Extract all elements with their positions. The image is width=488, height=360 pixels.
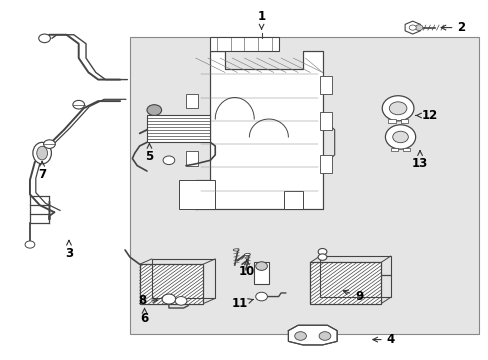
Text: 13: 13 xyxy=(411,151,427,170)
Bar xyxy=(400,119,407,123)
Bar xyxy=(403,148,409,151)
Ellipse shape xyxy=(33,142,51,164)
Text: 9: 9 xyxy=(343,290,363,303)
Text: 5: 5 xyxy=(145,144,153,163)
Bar xyxy=(320,256,390,297)
Circle shape xyxy=(73,100,84,109)
Circle shape xyxy=(147,105,161,116)
Bar xyxy=(140,264,203,304)
Circle shape xyxy=(414,25,422,31)
Circle shape xyxy=(25,241,35,248)
Circle shape xyxy=(408,25,415,30)
Bar xyxy=(310,262,380,304)
Bar xyxy=(320,112,331,130)
Text: 11: 11 xyxy=(231,297,253,310)
Text: 3: 3 xyxy=(65,240,73,260)
Text: 1: 1 xyxy=(257,10,265,29)
Circle shape xyxy=(319,332,330,340)
Ellipse shape xyxy=(244,253,250,256)
Polygon shape xyxy=(195,51,322,209)
Text: 2: 2 xyxy=(440,21,465,34)
Polygon shape xyxy=(288,325,336,345)
Circle shape xyxy=(318,248,326,255)
Bar xyxy=(178,180,215,209)
Text: 6: 6 xyxy=(140,309,148,325)
Circle shape xyxy=(39,34,50,42)
Text: 8: 8 xyxy=(138,294,157,307)
Circle shape xyxy=(175,297,186,305)
Bar xyxy=(130,37,478,334)
Circle shape xyxy=(43,140,55,148)
Polygon shape xyxy=(404,21,420,34)
Text: 7: 7 xyxy=(38,162,46,181)
Circle shape xyxy=(162,294,175,304)
Circle shape xyxy=(255,262,267,270)
Circle shape xyxy=(255,292,267,301)
Circle shape xyxy=(163,156,174,165)
Text: 10: 10 xyxy=(238,259,255,278)
Text: 12: 12 xyxy=(415,109,437,122)
Bar xyxy=(185,94,198,108)
Circle shape xyxy=(388,102,406,115)
Bar xyxy=(185,151,198,166)
Bar xyxy=(387,119,395,123)
Ellipse shape xyxy=(37,146,47,160)
Bar xyxy=(390,148,397,151)
Bar xyxy=(320,76,331,94)
Bar xyxy=(210,37,278,51)
Circle shape xyxy=(392,131,407,143)
Circle shape xyxy=(294,332,306,340)
Ellipse shape xyxy=(385,125,415,149)
Bar xyxy=(320,155,331,173)
Bar xyxy=(147,116,210,142)
Text: 4: 4 xyxy=(372,333,394,346)
Bar xyxy=(283,191,303,209)
Bar xyxy=(152,259,215,298)
Circle shape xyxy=(318,254,326,260)
Ellipse shape xyxy=(233,249,239,251)
Ellipse shape xyxy=(382,96,413,121)
Bar xyxy=(254,262,268,284)
